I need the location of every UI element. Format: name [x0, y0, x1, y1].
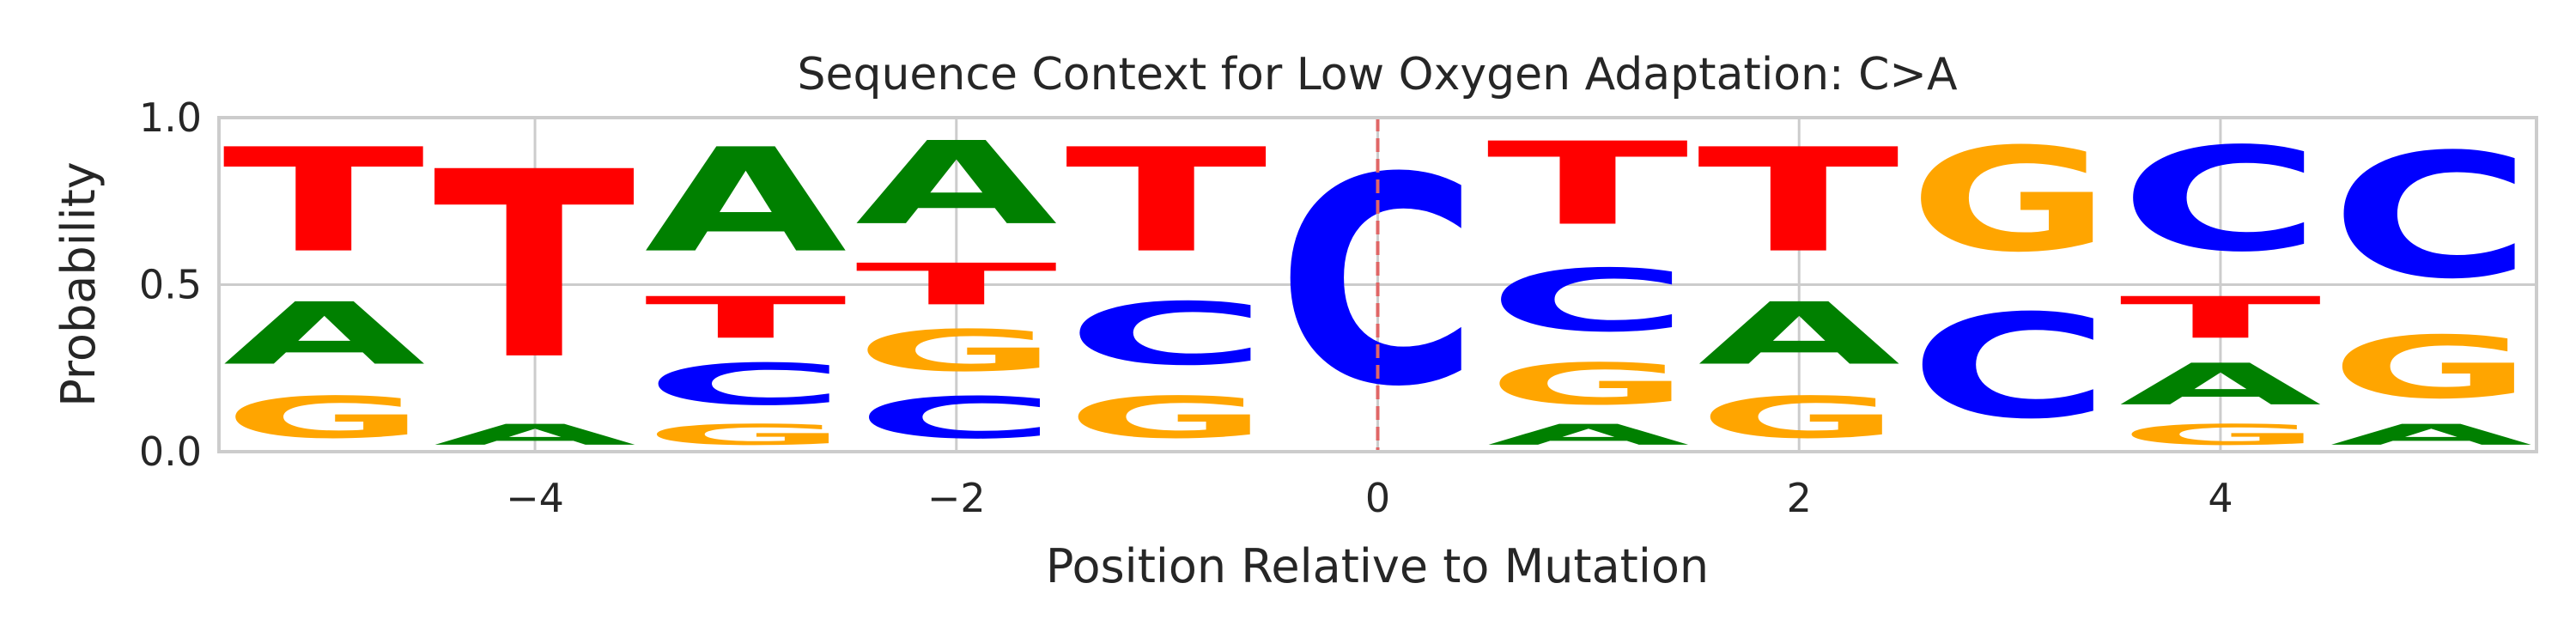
- base-letter-g: G: [855, 318, 1058, 384]
- logo-column: CG: [1909, 118, 2111, 451]
- base-letter-a: A: [434, 418, 636, 452]
- base-letter-t: T: [645, 285, 848, 352]
- base-letter-g: G: [223, 385, 426, 451]
- base-letter-c: C: [1066, 285, 1268, 385]
- base-letter-c: C: [2330, 118, 2533, 317]
- base-letter-g: G: [1698, 385, 1900, 451]
- chart-title: Sequence Context for Low Oxygen Adaptati…: [797, 49, 1958, 100]
- x-tick-label: −4: [506, 475, 564, 521]
- base-letter-g: G: [2119, 418, 2322, 452]
- base-letter-g: G: [2330, 318, 2532, 417]
- base-letter-t: T: [222, 118, 426, 284]
- y-tick-label: 0.5: [139, 262, 202, 308]
- base-letter-a: A: [645, 118, 847, 284]
- logo-column: GAT: [222, 118, 426, 451]
- base-letter-c: C: [2119, 118, 2322, 283]
- logo-column: GCT: [1065, 118, 1268, 451]
- logo-column: GAT: [1698, 118, 1901, 451]
- base-letter-t: T: [1698, 118, 1901, 284]
- base-letter-c: C: [1487, 252, 1690, 351]
- tick-labels: −4 −2 0 2 4 0.0 0.5 1.0: [139, 94, 2233, 521]
- base-letter-a: A: [1698, 285, 1899, 385]
- x-tick-label: 0: [1365, 475, 1390, 521]
- logo-column: AT: [433, 118, 636, 452]
- base-letter-t: T: [855, 252, 1058, 319]
- x-tick-label: −2: [927, 475, 986, 521]
- base-letter-t: T: [2119, 285, 2322, 352]
- base-letter-g: G: [1066, 385, 1268, 451]
- base-letter-t: T: [1065, 118, 1268, 284]
- y-tick-label: 0.0: [139, 428, 202, 475]
- x-tick-label: 4: [2208, 475, 2233, 521]
- base-letter-c: C: [855, 385, 1058, 451]
- base-letter-g: G: [1909, 118, 2111, 284]
- y-tick-label: 1.0: [139, 94, 202, 141]
- x-tick-label: 2: [1787, 475, 1812, 521]
- logo-column: AGC: [2330, 118, 2533, 452]
- y-axis-label: Probability: [52, 161, 106, 406]
- base-letter-g: G: [645, 418, 848, 452]
- base-letter-c: C: [645, 351, 848, 417]
- base-letter-a: A: [2119, 351, 2322, 417]
- base-letter-a: A: [1487, 418, 1690, 452]
- plot-frame: [217, 116, 2538, 453]
- base-letter-t: T: [1486, 118, 1690, 251]
- base-letter-t: T: [433, 118, 636, 416]
- base-letter-g: G: [1487, 351, 1690, 417]
- base-letter-a: A: [855, 118, 1058, 251]
- base-letter-a: A: [2330, 418, 2533, 452]
- base-letter-a: A: [223, 285, 425, 385]
- x-axis-label: Position Relative to Mutation: [1046, 539, 1709, 593]
- base-letter-c: C: [1909, 285, 2111, 451]
